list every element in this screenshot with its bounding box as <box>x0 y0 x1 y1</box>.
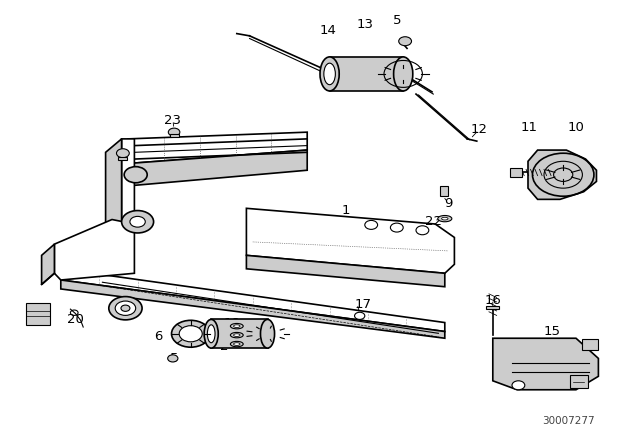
Text: 21: 21 <box>573 369 589 382</box>
Text: 12: 12 <box>470 123 487 137</box>
Text: 2: 2 <box>220 340 228 353</box>
Bar <box>211 319 268 348</box>
Ellipse shape <box>204 319 218 348</box>
Circle shape <box>416 226 429 235</box>
Text: 17: 17 <box>355 298 372 311</box>
Ellipse shape <box>230 323 243 329</box>
Polygon shape <box>128 150 307 186</box>
Text: 18: 18 <box>223 317 240 330</box>
Bar <box>510 168 522 177</box>
Circle shape <box>179 326 202 342</box>
Polygon shape <box>246 208 454 273</box>
Polygon shape <box>246 255 445 287</box>
Ellipse shape <box>230 341 243 347</box>
Bar <box>486 306 499 309</box>
Bar <box>330 57 403 91</box>
Circle shape <box>130 216 145 227</box>
Text: 5: 5 <box>170 352 179 365</box>
Circle shape <box>115 301 136 315</box>
Text: 10: 10 <box>568 121 584 134</box>
Ellipse shape <box>324 63 335 85</box>
Text: 4: 4 <box>181 329 190 343</box>
Text: 23: 23 <box>164 114 181 128</box>
Ellipse shape <box>438 215 452 222</box>
Circle shape <box>512 381 525 390</box>
Circle shape <box>365 220 378 229</box>
Text: 5: 5 <box>392 13 401 27</box>
Polygon shape <box>128 132 307 164</box>
Polygon shape <box>493 338 598 390</box>
Ellipse shape <box>394 57 413 91</box>
Ellipse shape <box>234 334 240 336</box>
Text: 14: 14 <box>319 24 336 37</box>
Circle shape <box>390 223 403 232</box>
Ellipse shape <box>260 319 275 348</box>
Ellipse shape <box>320 57 339 91</box>
Text: 6: 6 <box>154 329 163 343</box>
Bar <box>26 303 50 325</box>
Text: 11: 11 <box>520 121 537 134</box>
Polygon shape <box>106 139 122 237</box>
Circle shape <box>168 128 180 136</box>
Text: 3: 3 <box>223 330 232 344</box>
Polygon shape <box>61 280 445 338</box>
Ellipse shape <box>207 325 215 343</box>
Polygon shape <box>54 220 134 280</box>
Text: 15: 15 <box>543 325 560 338</box>
Polygon shape <box>42 244 54 284</box>
Text: 20: 20 <box>67 313 84 327</box>
Circle shape <box>124 167 147 183</box>
Circle shape <box>121 305 130 311</box>
Text: 7: 7 <box>121 309 130 323</box>
Bar <box>118 157 127 160</box>
Text: 13: 13 <box>356 18 373 31</box>
Circle shape <box>116 149 129 158</box>
Ellipse shape <box>234 325 240 327</box>
Circle shape <box>355 312 365 319</box>
Bar <box>570 375 588 388</box>
Text: 1: 1 <box>341 204 350 217</box>
Text: 22: 22 <box>426 215 442 228</box>
Circle shape <box>554 168 573 181</box>
Circle shape <box>399 37 412 46</box>
Circle shape <box>109 297 142 320</box>
Text: 19: 19 <box>29 315 45 328</box>
Ellipse shape <box>234 343 240 345</box>
Bar <box>440 186 448 196</box>
Text: 8: 8 <box>109 148 118 161</box>
Circle shape <box>172 320 210 347</box>
Text: 30007277: 30007277 <box>542 416 595 426</box>
Ellipse shape <box>442 217 448 220</box>
Bar <box>582 339 598 350</box>
Text: 9: 9 <box>444 197 452 211</box>
Polygon shape <box>122 139 134 228</box>
Polygon shape <box>61 269 445 332</box>
Ellipse shape <box>230 332 243 338</box>
Text: 16: 16 <box>484 293 501 307</box>
Circle shape <box>122 211 154 233</box>
Bar <box>170 134 179 137</box>
Circle shape <box>168 355 178 362</box>
Polygon shape <box>528 150 596 199</box>
